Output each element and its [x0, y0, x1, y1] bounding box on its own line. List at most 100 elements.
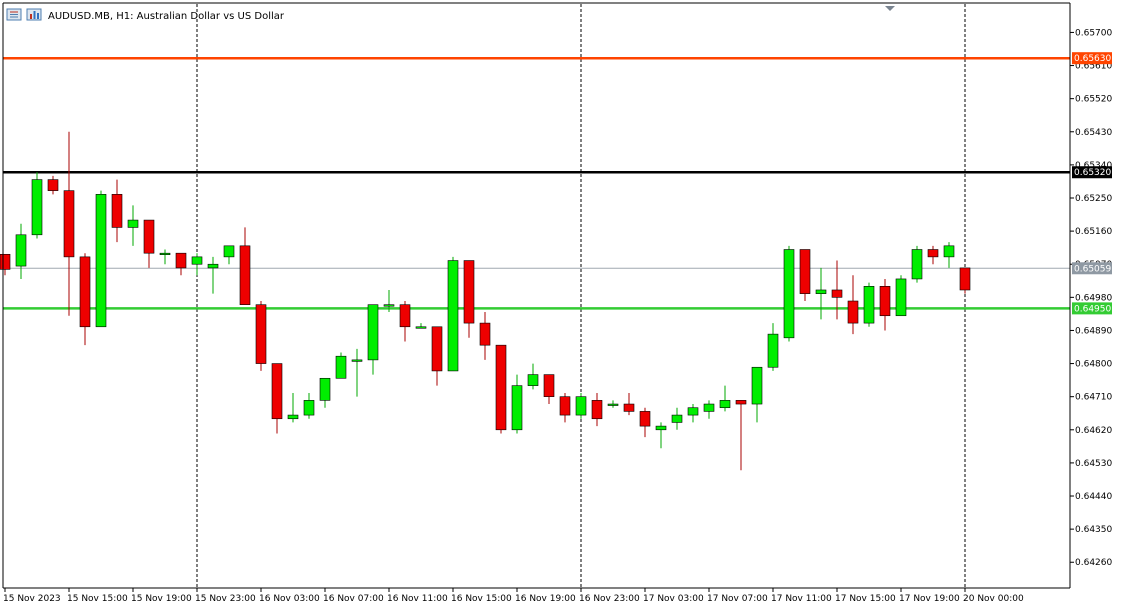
candle-body [287, 414, 299, 420]
chart-title: AUDUSD.MB, H1: Australian Dollar vs US D… [48, 11, 285, 22]
price-tick-label: 0.65430 [1075, 128, 1112, 138]
candle-body [895, 278, 907, 317]
candle-body [687, 407, 699, 416]
price-tick-label: 0.65340 [1075, 161, 1112, 171]
candle-body [431, 326, 443, 372]
bear-candle [623, 393, 635, 416]
candle-body [31, 179, 43, 236]
candle-body [495, 344, 507, 431]
bull-candle [607, 400, 619, 408]
candle-body [95, 194, 107, 328]
candle-body [527, 374, 539, 386]
price-tick-label: 0.64440 [1075, 492, 1112, 502]
bull-candle [767, 323, 779, 371]
bull-candle [191, 253, 203, 276]
candle-body [479, 322, 491, 346]
price-tick-label: 0.65250 [1075, 194, 1112, 204]
candle-body [607, 403, 619, 406]
bull-candle [655, 422, 667, 449]
current-price-label: 0.65059 [1074, 264, 1111, 274]
price-tick-label: 0.64710 [1075, 393, 1112, 403]
bull-candle [127, 205, 139, 246]
bear-candle [79, 253, 91, 346]
time-tick-label: 20 Nov 00:00 [963, 594, 1024, 604]
candles [0, 131, 971, 471]
bear-candle [63, 131, 75, 316]
bear-candle [47, 175, 59, 195]
bull-candle [815, 267, 827, 320]
time-tick-label: 17 Nov 19:00 [899, 594, 960, 604]
bull-candle [447, 256, 459, 372]
bull-candle [671, 407, 683, 430]
bull-candle [511, 374, 523, 434]
candle-body [415, 326, 427, 329]
candle-body [63, 190, 75, 258]
candle-body [671, 414, 683, 423]
candle-body [639, 411, 651, 427]
price-tick-label: 0.65610 [1075, 62, 1112, 72]
bull-candle [287, 393, 299, 423]
candle-body [511, 385, 523, 431]
bear-candle [399, 301, 411, 342]
chart-bars-icon[interactable] [26, 8, 42, 21]
candle-body [447, 260, 459, 372]
time-tick-label: 16 Nov 03:00 [259, 594, 320, 604]
bear-candle [239, 227, 251, 305]
current-price-tag [1072, 262, 1112, 275]
candle-body [271, 363, 283, 420]
candle-body [0, 253, 11, 270]
bull-candle [159, 249, 171, 265]
bull-candle [719, 385, 731, 412]
candle-body [815, 289, 827, 294]
candle-body [47, 179, 59, 191]
bull-candle [527, 363, 539, 390]
bear-candle [879, 278, 891, 331]
candle-body [623, 403, 635, 412]
bull-candle [703, 400, 715, 419]
candle-body [543, 374, 555, 397]
candle-body [463, 260, 475, 324]
time-tick-label: 16 Nov 11:00 [387, 594, 448, 604]
bear-candle [271, 363, 283, 434]
time-axis[interactable]: 15 Nov 2023 15 Nov 15:00 15 Nov 19:00 15 No… [3, 588, 1024, 604]
time-tick-label: 17 Nov 07:00 [707, 594, 768, 604]
list-icon[interactable] [6, 8, 22, 21]
bear-candle [639, 407, 651, 438]
candle-body [767, 333, 779, 368]
bear-candle [431, 326, 443, 386]
candle-body [847, 300, 859, 324]
time-tick-label: 15 Nov 19:00 [131, 594, 192, 604]
bull-candle [383, 289, 395, 313]
bull-candle [31, 172, 43, 239]
candle-body [655, 425, 667, 431]
candle-body [559, 396, 571, 416]
bear-candle [559, 393, 571, 423]
bull-candle [911, 245, 923, 283]
candle-body [143, 219, 155, 254]
candle-body [719, 400, 731, 409]
candle-body [799, 249, 811, 294]
bear-candle [111, 179, 123, 243]
price-tick-label: 0.64260 [1075, 558, 1112, 568]
candle-body [303, 400, 315, 416]
candle-body [863, 286, 875, 324]
candle-body [383, 304, 395, 307]
time-tick-label: 16 Nov 19:00 [515, 594, 576, 604]
candle-body [191, 256, 203, 265]
price-tick-label: 0.64350 [1075, 525, 1112, 535]
time-tick-label: 16 Nov 23:00 [579, 594, 640, 604]
period-separators [196, 4, 966, 587]
bull-candle [303, 393, 315, 419]
price-tag-label: 0.64950 [1074, 304, 1111, 314]
candle-body [751, 366, 763, 405]
bull-candle [687, 404, 699, 423]
bear-candle [735, 400, 747, 471]
bear-candle [591, 393, 603, 427]
price-tick-label: 0.64800 [1075, 360, 1112, 370]
candle-body [207, 263, 219, 269]
time-tick-label: 15 Nov 23:00 [195, 594, 256, 604]
bull-candle [783, 245, 795, 342]
bear-candle [495, 344, 507, 434]
chart-shift-marker[interactable] [885, 6, 895, 11]
